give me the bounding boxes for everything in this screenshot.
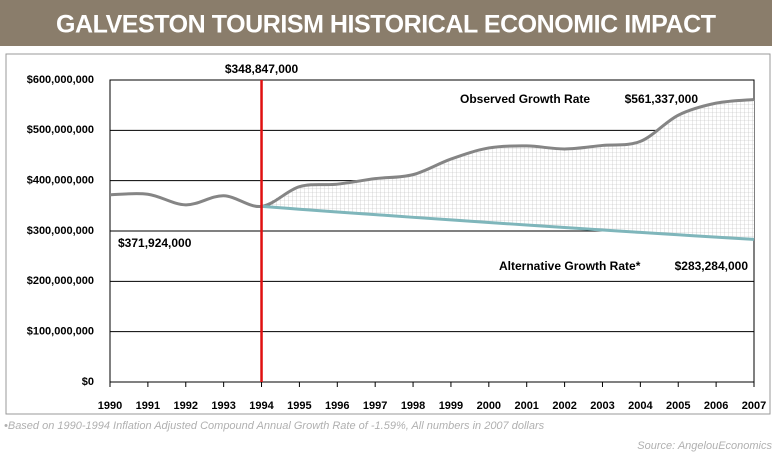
source: Source: AngelouEconomics [637,440,772,452]
footnote: •Based on 1990-1994 Inflation Adjusted C… [4,420,545,432]
x-tick-label: 1992 [174,400,198,412]
data-label: $371,924,000 [118,236,192,250]
x-tick-label: 1997 [363,400,387,412]
title-bar [0,0,772,46]
x-tick-label: 2000 [477,400,501,412]
x-tick-label: 2002 [552,400,576,412]
y-tick-label: $300,000,000 [27,225,94,237]
legend-label: Alternative Growth Rate* [499,259,641,273]
x-tick-label: 1990 [98,400,122,412]
y-tick-label: $600,000,000 [27,74,94,86]
x-tick-label: 1994 [249,400,274,412]
data-label: $283,284,000 [675,259,749,273]
legend-label: Observed Growth Rate [460,92,590,106]
x-tick-label: 2005 [666,400,690,412]
x-tick-label: 1999 [439,400,463,412]
series-line [109,97,755,208]
x-tick-label: 1995 [287,400,311,412]
y-tick-label: $100,000,000 [27,326,94,338]
x-tick-label: 2007 [742,400,766,412]
x-tick-label: 2006 [704,400,728,412]
y-tick-label: $500,000,000 [27,124,94,136]
x-tick-label: 1991 [136,400,160,412]
chart-title: GALVESTON TOURISM HISTORICAL ECONOMIC IM… [56,11,716,39]
x-tick-label: 2004 [628,400,653,412]
gap-area [261,99,754,240]
x-tick-label: 1998 [401,400,425,412]
series-line [261,204,755,241]
data-label: $348,847,000 [225,62,299,76]
x-tick-label: 1993 [211,400,235,412]
data-label: $561,337,000 [625,92,699,106]
x-tick-label: 1996 [325,400,349,412]
x-tick-label: 2001 [514,400,538,412]
y-tick-label: $400,000,000 [27,175,94,187]
y-tick-label: $0 [82,376,94,388]
x-tick-label: 2003 [590,400,614,412]
y-tick-label: $200,000,000 [27,275,94,287]
